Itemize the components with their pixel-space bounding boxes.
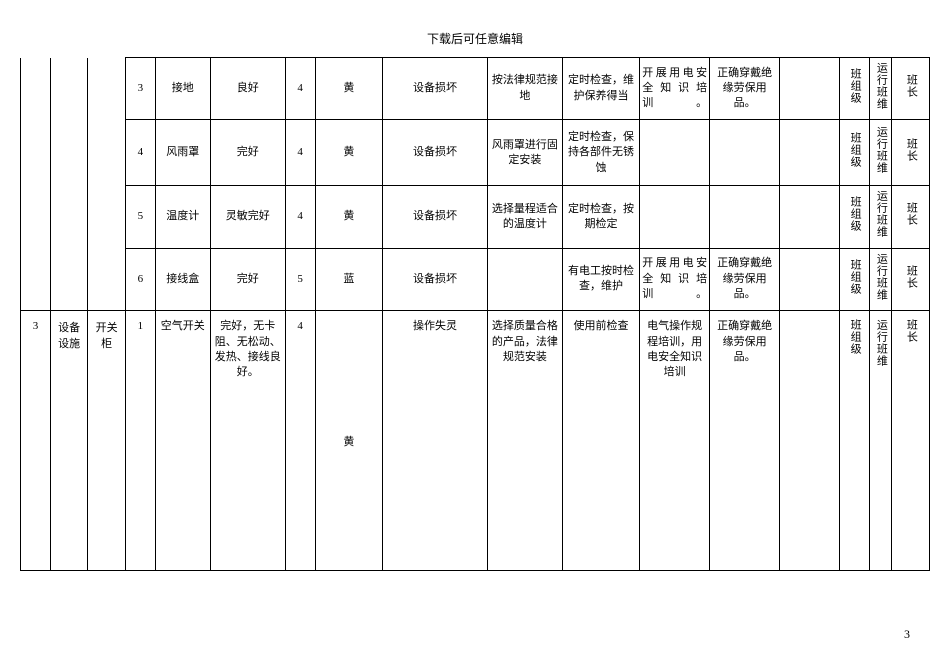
cell-blank	[780, 186, 840, 248]
cell-seq: 1	[125, 311, 155, 571]
cell-status: 良好	[210, 58, 285, 120]
cell-color: 黄	[315, 311, 382, 571]
cell-status: 完好	[210, 120, 285, 186]
cell-col0	[21, 58, 51, 311]
cell-measure1: 选择量程适合的温度计	[487, 186, 562, 248]
cell-person: 班长	[892, 248, 930, 310]
cell-measure2: 定时检查，保持各部件无锈蚀	[562, 120, 639, 186]
cell-seq: 6	[125, 248, 155, 310]
cell-measure2: 有电工按时检查，维护	[562, 248, 639, 310]
page-number: 3	[904, 627, 910, 642]
cell-seq: 4	[125, 120, 155, 186]
cell-dept: 运行班维	[869, 248, 891, 310]
cell-risk: 设备损坏	[383, 58, 488, 120]
cell-dept: 运行班维	[869, 311, 891, 571]
cell-col1	[50, 58, 87, 311]
cell-person: 班长	[892, 186, 930, 248]
cell-item: 风雨罩	[155, 120, 210, 186]
cell-measure4	[710, 186, 780, 248]
cell-risk: 操作失灵	[383, 311, 488, 571]
cell-color: 黄	[315, 186, 382, 248]
cell-num: 5	[285, 248, 315, 310]
cell-measure3: 开展用电安全知识培训。	[640, 58, 710, 120]
cell-dept: 运行班维	[869, 186, 891, 248]
cell-person: 班长	[892, 58, 930, 120]
cell-dept: 运行班维	[869, 58, 891, 120]
data-table: 3 接地 良好 4 黄 设备损坏 按法律规范接地 定时检查，维护保养得当 开展用…	[20, 57, 930, 571]
cell-item: 接线盒	[155, 248, 210, 310]
cell-col0: 3	[21, 311, 51, 571]
cell-num: 4	[285, 186, 315, 248]
cell-blank	[780, 248, 840, 310]
cell-col2	[88, 58, 125, 311]
cell-item: 接地	[155, 58, 210, 120]
cell-num: 4	[285, 58, 315, 120]
cell-item: 温度计	[155, 186, 210, 248]
cell-dept: 运行班维	[869, 120, 891, 186]
cell-level: 班组级	[839, 311, 869, 571]
cell-col1: 设备设施	[50, 311, 87, 571]
cell-color: 黄	[315, 58, 382, 120]
cell-measure3	[640, 120, 710, 186]
cell-risk: 设备损坏	[383, 248, 488, 310]
cell-status: 灵敏完好	[210, 186, 285, 248]
cell-measure3	[640, 186, 710, 248]
cell-blank	[780, 120, 840, 186]
cell-num: 4	[285, 311, 315, 571]
cell-seq: 3	[125, 58, 155, 120]
cell-measure4: 正确穿戴绝缘劳保用品。	[710, 58, 780, 120]
cell-measure2: 定时检查，维护保养得当	[562, 58, 639, 120]
cell-measure1: 选择质量合格的产品，法律规范安装	[487, 311, 562, 571]
cell-measure2: 定时检查，按期检定	[562, 186, 639, 248]
cell-seq: 5	[125, 186, 155, 248]
cell-risk: 设备损坏	[383, 120, 488, 186]
table-row: 3 设备设施 开关柜 1 空气开关 完好，无卡阻、无松动、发热、接线良好。 4 …	[21, 311, 930, 571]
cell-measure4: 正确穿戴绝缘劳保用品。	[710, 311, 780, 571]
cell-level: 班组级	[839, 186, 869, 248]
cell-color: 黄	[315, 120, 382, 186]
cell-blank	[780, 58, 840, 120]
cell-measure1: 按法律规范接地	[487, 58, 562, 120]
cell-measure4	[710, 120, 780, 186]
page-header: 下载后可任意编辑	[20, 30, 930, 47]
cell-color: 蓝	[315, 248, 382, 310]
cell-measure3: 开展用电安全知识培训。	[640, 248, 710, 310]
cell-risk: 设备损坏	[383, 186, 488, 248]
cell-blank	[780, 311, 840, 571]
table-row: 3 接地 良好 4 黄 设备损坏 按法律规范接地 定时检查，维护保养得当 开展用…	[21, 58, 930, 120]
cell-person: 班长	[892, 120, 930, 186]
table-row: 4 风雨罩 完好 4 黄 设备损坏 风雨罩进行固定安装 定时检查，保持各部件无锈…	[21, 120, 930, 186]
cell-col2: 开关柜	[88, 311, 125, 571]
cell-status: 完好，无卡阻、无松动、发热、接线良好。	[210, 311, 285, 571]
cell-level: 班组级	[839, 248, 869, 310]
cell-measure1	[487, 248, 562, 310]
cell-measure2: 使用前检查	[562, 311, 639, 571]
cell-level: 班组级	[839, 58, 869, 120]
cell-measure3: 电气操作规程培训，用电安全知识培训	[640, 311, 710, 571]
cell-person: 班长	[892, 311, 930, 571]
cell-num: 4	[285, 120, 315, 186]
cell-level: 班组级	[839, 120, 869, 186]
cell-measure1: 风雨罩进行固定安装	[487, 120, 562, 186]
table-row: 6 接线盒 完好 5 蓝 设备损坏 有电工按时检查，维护 开展用电安全知识培训。…	[21, 248, 930, 310]
cell-status: 完好	[210, 248, 285, 310]
cell-item: 空气开关	[155, 311, 210, 571]
cell-measure4: 正确穿戴绝缘劳保用品。	[710, 248, 780, 310]
table-row: 5 温度计 灵敏完好 4 黄 设备损坏 选择量程适合的温度计 定时检查，按期检定…	[21, 186, 930, 248]
